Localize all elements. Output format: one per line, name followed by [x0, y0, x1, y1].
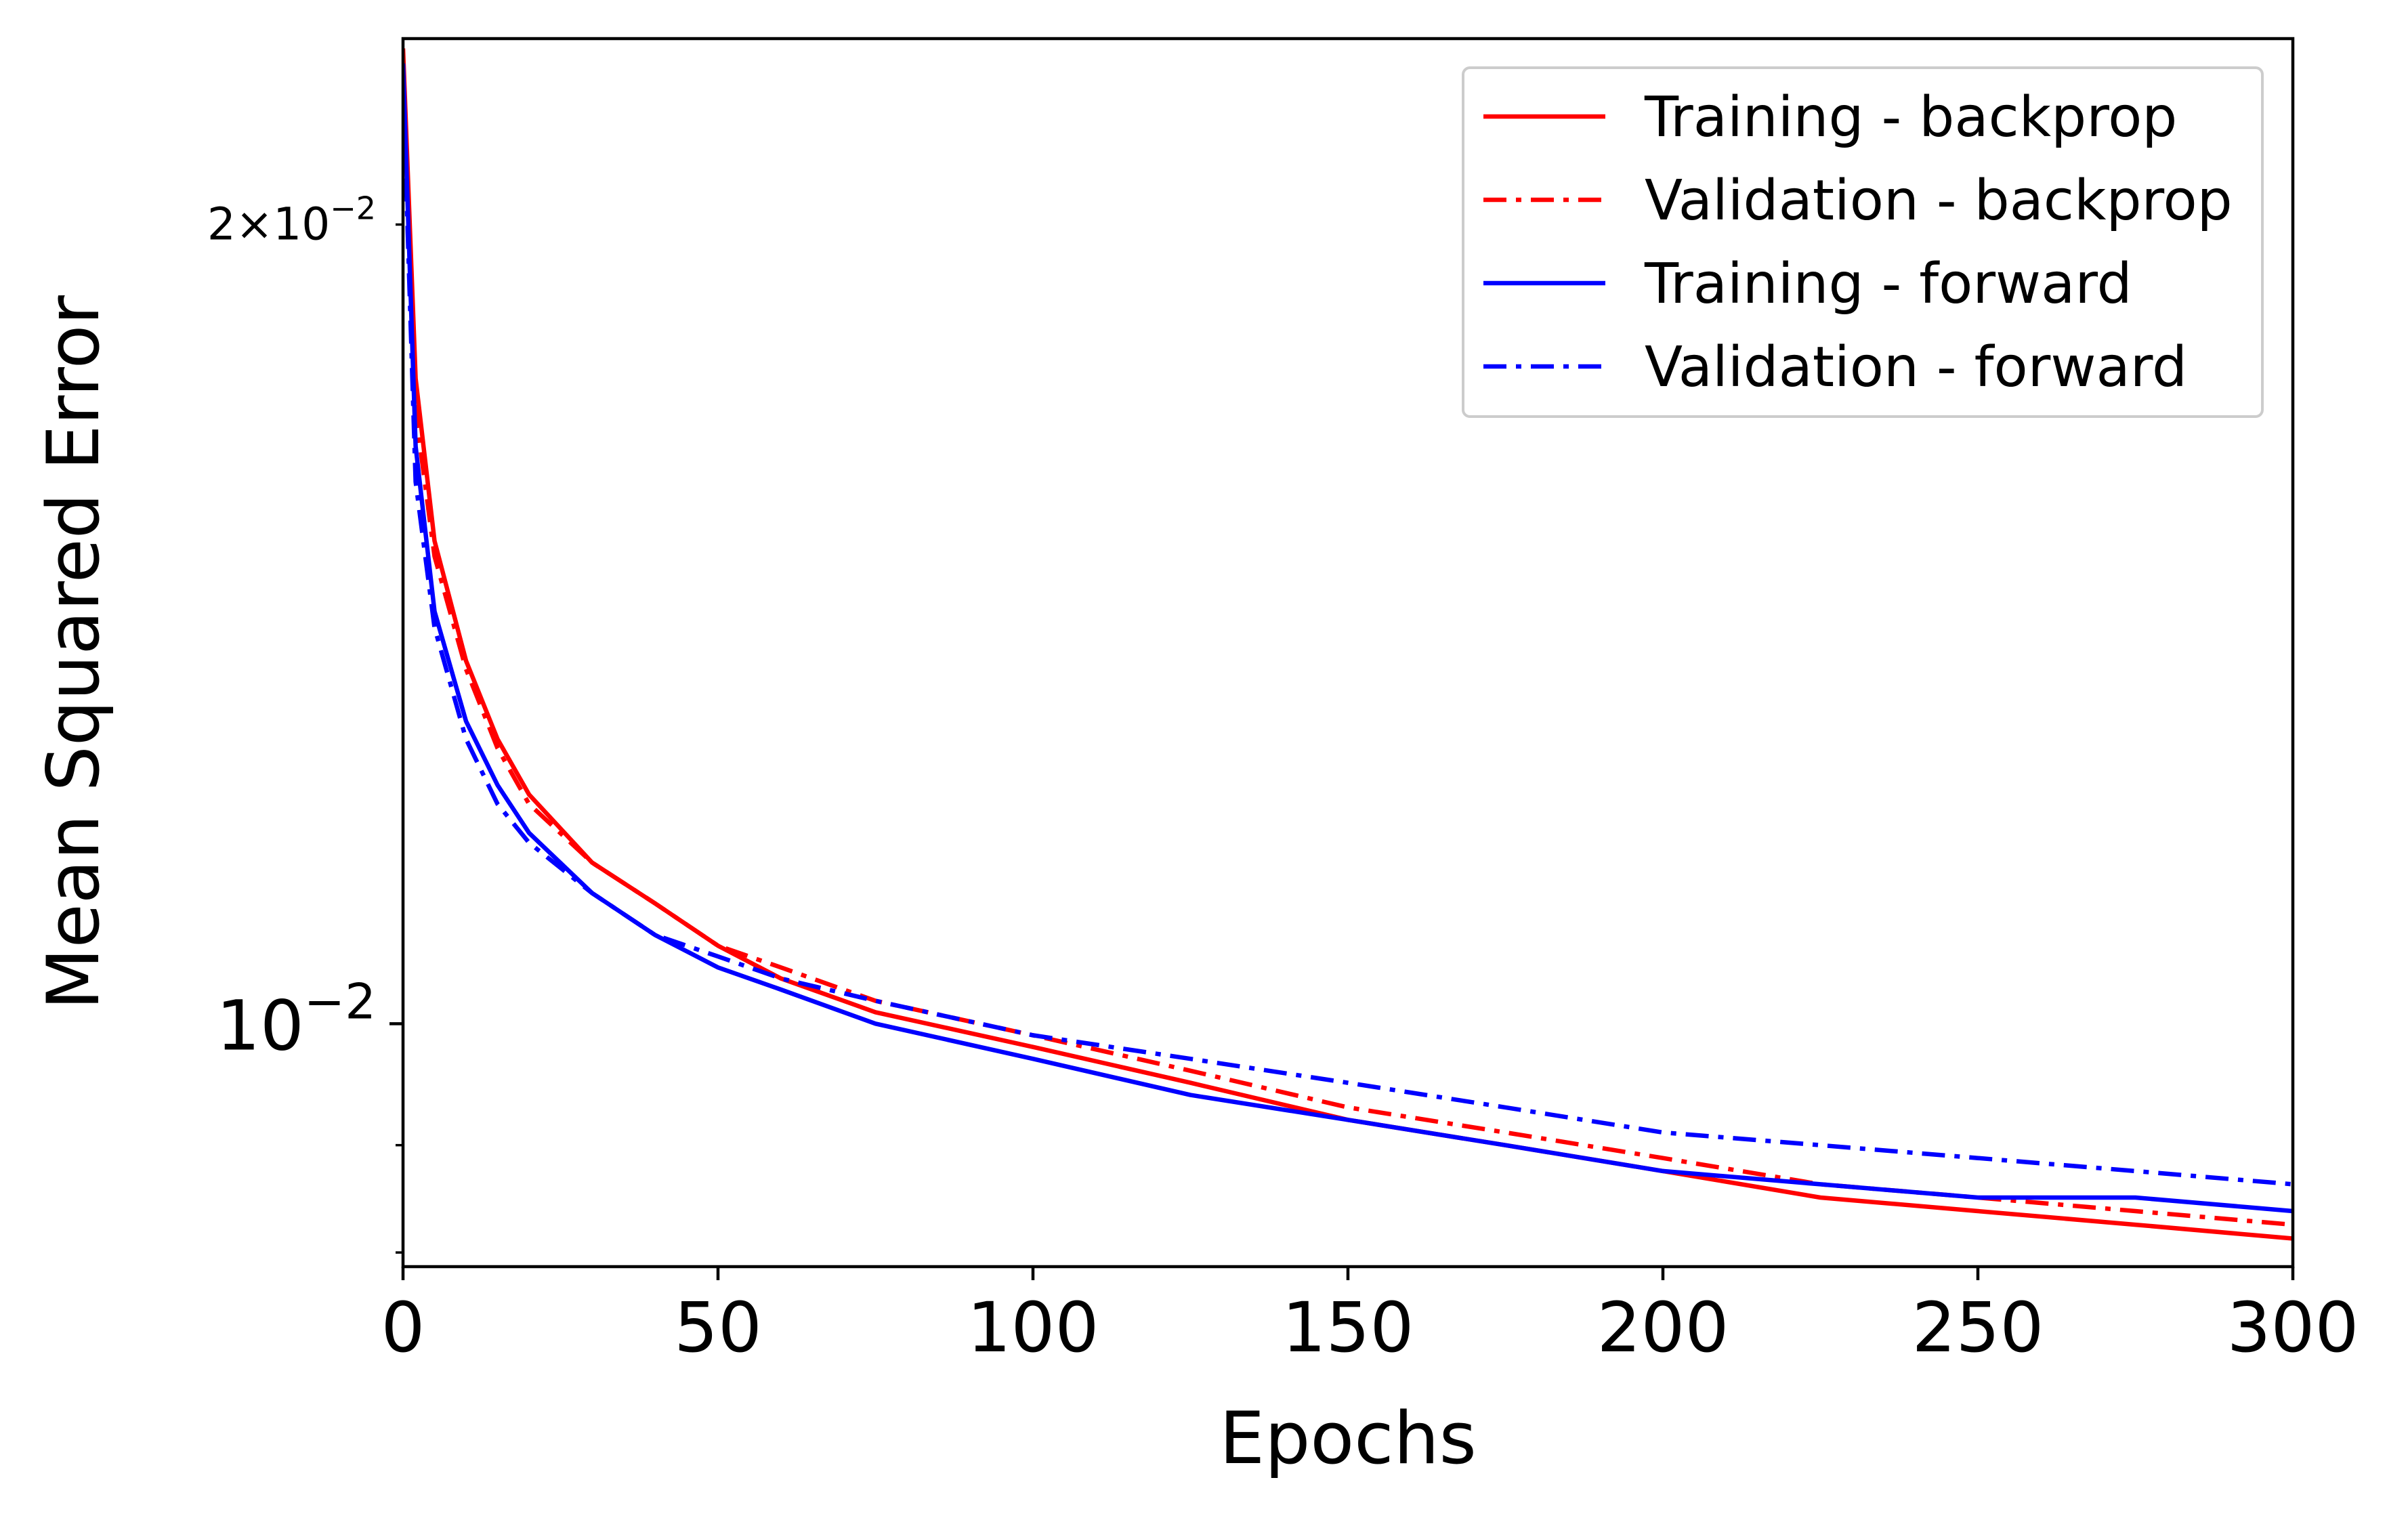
legend-label: Validation - backprop — [1645, 169, 2233, 233]
series-line-training-forward — [403, 63, 2293, 1214]
legend-label: Validation - forward — [1645, 335, 2187, 400]
series-line-validation-forward — [403, 83, 2293, 1187]
x-tick-label: 0 — [381, 1288, 425, 1368]
x-axis: 0 50 100 150 200 250 300 — [381, 1267, 2359, 1368]
y-minor-tick-label: 2×10−2 — [207, 190, 376, 250]
x-tick-label: 200 — [1597, 1288, 1729, 1368]
x-tick-label: 100 — [967, 1288, 1099, 1368]
y-tick-label: 10−2 — [216, 973, 376, 1066]
series-line-training-backprop — [403, 48, 2293, 1241]
series-layer — [403, 48, 2293, 1241]
x-tick-label: 300 — [2227, 1288, 2359, 1368]
legend-label: Training - backprop — [1644, 85, 2177, 150]
y-axis-label: Mean Squared Error — [32, 295, 115, 1010]
legend-frame — [1462, 66, 2264, 418]
legend-items: Training - backprop Validation - backprop… — [1483, 85, 2233, 400]
x-tick-label: 150 — [1282, 1288, 1414, 1368]
x-tick-label: 250 — [1912, 1288, 2044, 1368]
x-axis-label: Epochs — [1219, 1397, 1477, 1480]
legend-label: Training - forward — [1644, 252, 2132, 316]
legend: Training - backprop Validation - backprop… — [1462, 66, 2264, 418]
x-tick-label: 50 — [674, 1288, 762, 1368]
y-axis: 10−2 2×10−2 — [207, 190, 403, 1254]
